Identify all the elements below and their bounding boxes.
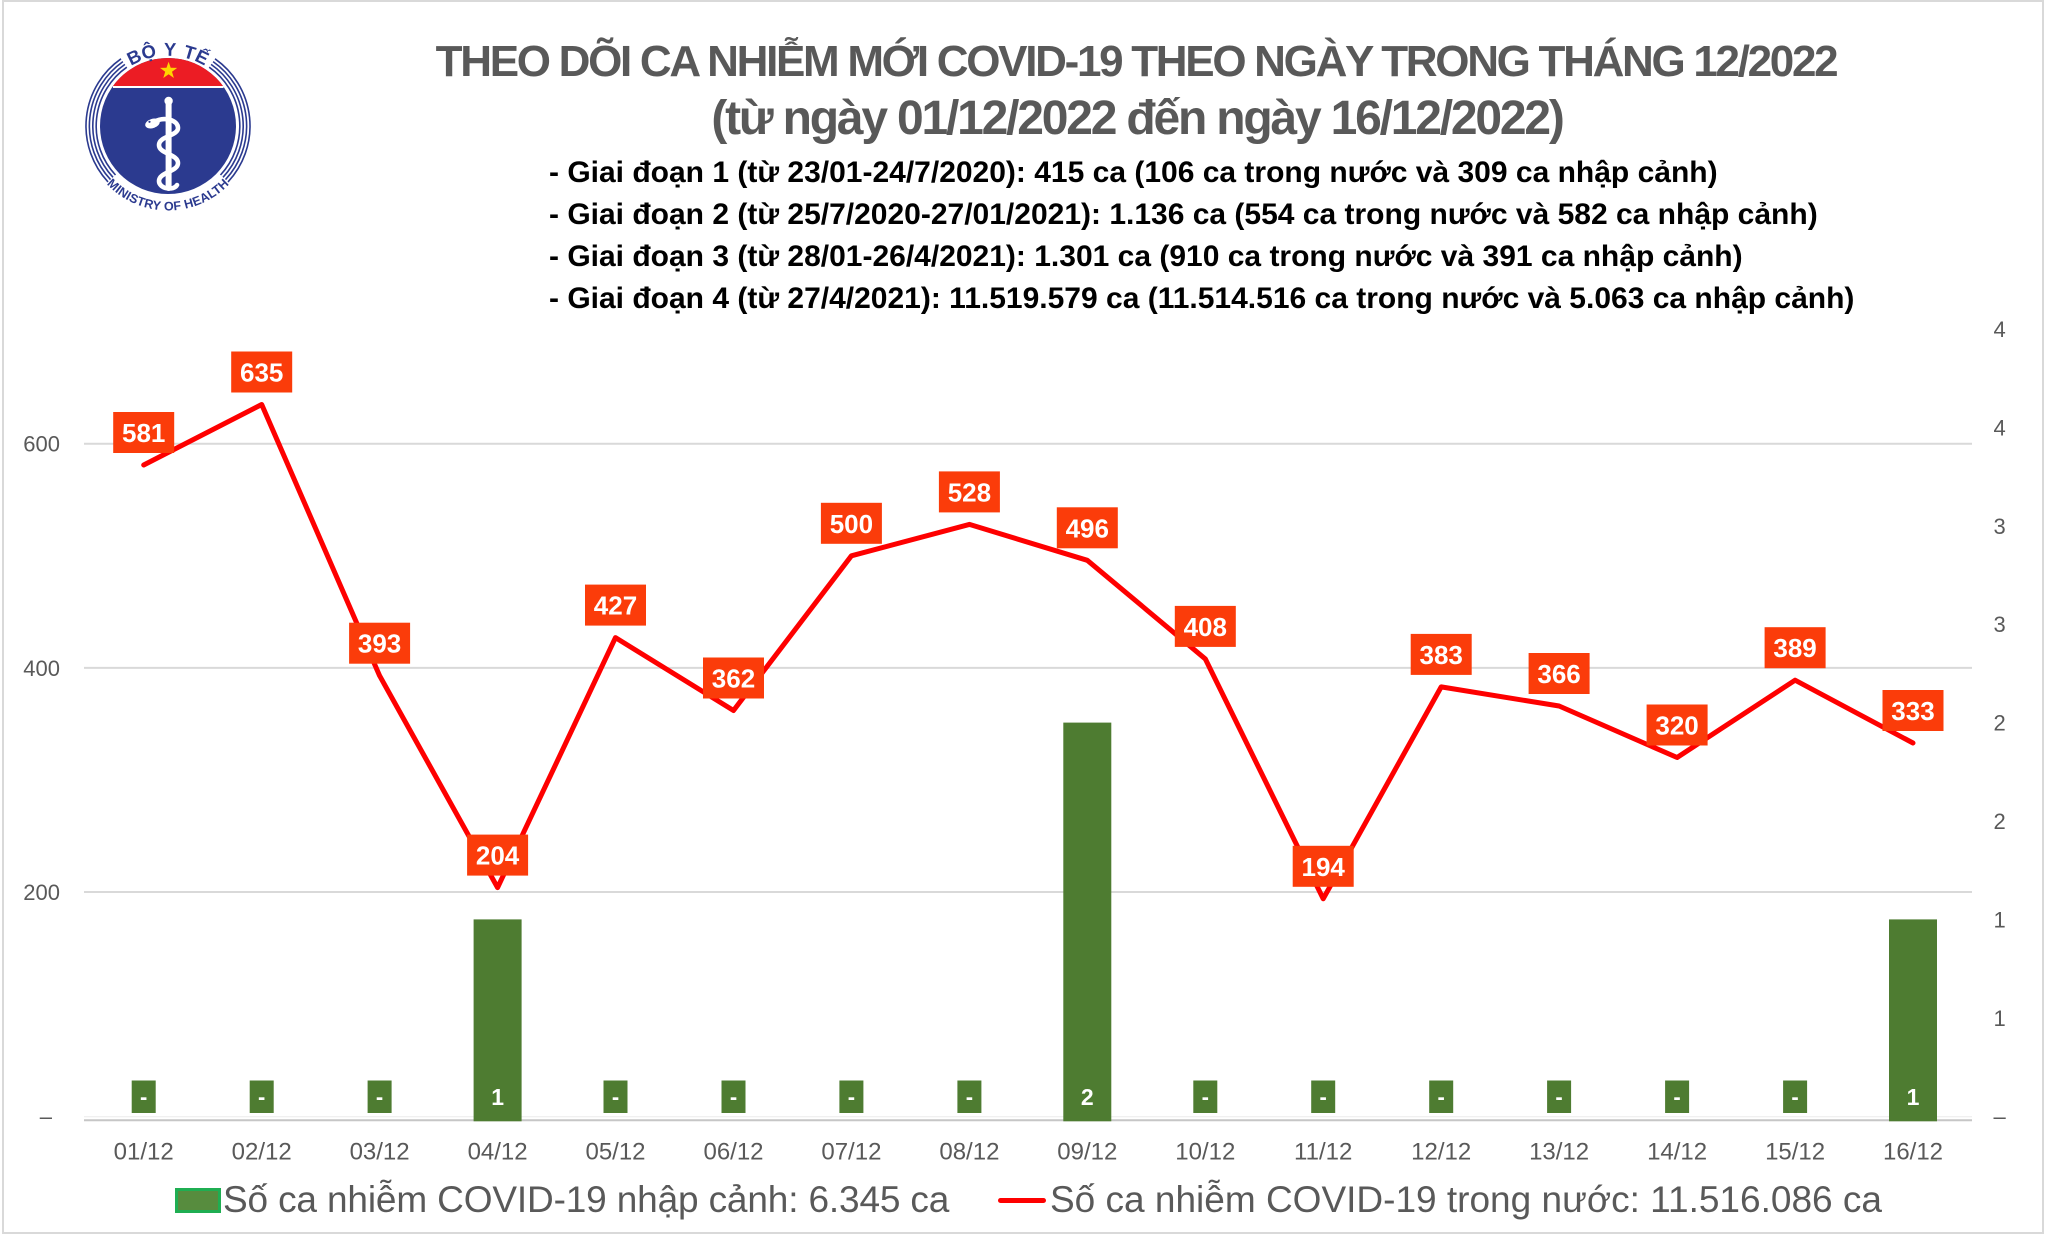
svg-text:496: 496 [1066,513,1109,543]
svg-text:-: - [1791,1085,1798,1110]
svg-text:–: – [40,1104,53,1129]
svg-text:12/12: 12/12 [1411,1139,1471,1166]
svg-text:528: 528 [948,477,991,507]
svg-text:581: 581 [122,418,165,448]
svg-text:-: - [1202,1085,1209,1110]
svg-text:–: – [1994,1104,2007,1129]
svg-text:01/12: 01/12 [114,1139,174,1166]
svg-text:15/12: 15/12 [1765,1139,1825,1166]
svg-text:06/12: 06/12 [703,1139,763,1166]
svg-text:09/12: 09/12 [1057,1139,1117,1166]
svg-text:08/12: 08/12 [939,1139,999,1166]
svg-text:-: - [140,1085,147,1110]
svg-text:1: 1 [1907,1084,1920,1110]
svg-text:-: - [1320,1085,1327,1110]
svg-text:05/12: 05/12 [585,1139,645,1166]
svg-text:4: 4 [1994,415,2006,440]
svg-text:1: 1 [1994,907,2006,932]
svg-text:204: 204 [476,841,520,871]
svg-text:03/12: 03/12 [350,1139,410,1166]
svg-text:366: 366 [1537,659,1580,689]
svg-text:3: 3 [1994,612,2006,637]
svg-text:-: - [612,1085,619,1110]
svg-text:16/12: 16/12 [1883,1139,1943,1166]
svg-text:-: - [966,1085,973,1110]
svg-text:14/12: 14/12 [1647,1139,1707,1166]
svg-text:600: 600 [23,432,60,457]
svg-text:3: 3 [1994,514,2006,539]
svg-text:362: 362 [712,664,755,694]
svg-text:07/12: 07/12 [821,1139,881,1166]
svg-text:389: 389 [1773,633,1816,663]
svg-text:1: 1 [491,1084,504,1110]
svg-text:02/12: 02/12 [232,1139,292,1166]
svg-text:-: - [1438,1085,1445,1110]
svg-text:320: 320 [1655,711,1698,741]
svg-text:-: - [376,1085,383,1110]
svg-text:383: 383 [1420,640,1463,670]
svg-text:400: 400 [23,656,60,681]
svg-text:11/12: 11/12 [1294,1139,1352,1166]
svg-text:500: 500 [830,509,873,539]
svg-text:2: 2 [1081,1084,1094,1110]
svg-text:427: 427 [594,591,637,621]
svg-text:04/12: 04/12 [468,1139,528,1166]
svg-text:1: 1 [1994,1006,2006,1031]
svg-text:635: 635 [240,358,283,388]
svg-text:-: - [730,1085,737,1110]
svg-text:2: 2 [1994,711,2006,736]
svg-text:200: 200 [23,880,60,905]
svg-text:-: - [258,1085,265,1110]
svg-text:-: - [1555,1085,1562,1110]
svg-text:4: 4 [1994,317,2006,342]
svg-text:-: - [1673,1085,1680,1110]
svg-text:13/12: 13/12 [1529,1139,1589,1166]
svg-text:333: 333 [1891,696,1934,726]
svg-text:-: - [848,1085,855,1110]
svg-text:408: 408 [1184,612,1227,642]
svg-text:194: 194 [1302,852,1346,882]
svg-text:10/12: 10/12 [1175,1139,1235,1166]
svg-text:2: 2 [1994,809,2006,834]
svg-text:393: 393 [358,629,401,659]
